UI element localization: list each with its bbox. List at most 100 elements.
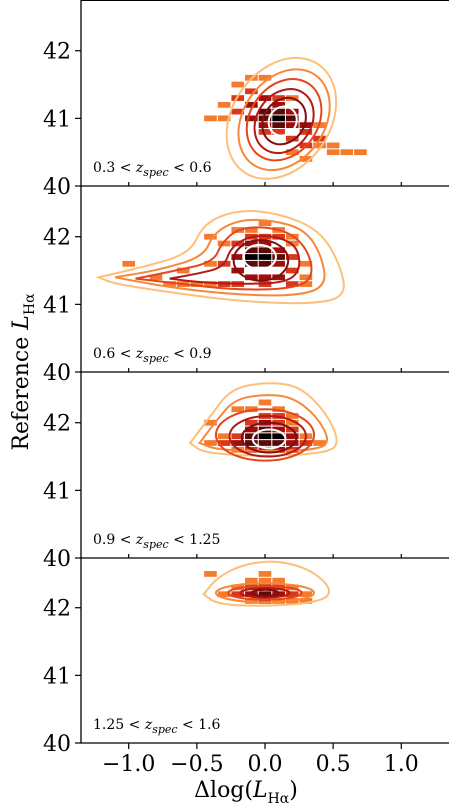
- heatmap-cell: [258, 260, 272, 267]
- heatmap-cell: [258, 446, 272, 453]
- panel-label: 1.25 < zspec < 1.6: [93, 717, 221, 736]
- heatmap-cell: [313, 440, 326, 446]
- heatmap-cell: [272, 254, 285, 260]
- heatmap-cell: [217, 115, 231, 122]
- y-axis-title: Reference LHα: [9, 293, 38, 451]
- contour-line: [169, 234, 301, 285]
- contour-line: [114, 218, 326, 297]
- heatmap-cell: [245, 254, 258, 260]
- heatmap-cell: [285, 135, 299, 142]
- heatmap-cell: [217, 440, 231, 446]
- heatmap-cell: [245, 577, 258, 584]
- heatmap-cell: [204, 419, 217, 426]
- contour-line: [237, 68, 331, 172]
- heatmap-cell: [245, 419, 258, 426]
- heatmap-cell: [285, 149, 299, 156]
- panel-data: [204, 56, 367, 180]
- heatmap-cell: [272, 115, 285, 122]
- heatmap-cell: [231, 440, 245, 446]
- heatmap-cell: [354, 149, 367, 156]
- heatmap-cell: [245, 227, 258, 233]
- heatmap-cell: [245, 101, 258, 108]
- y-tick-label: 40: [43, 732, 71, 757]
- heatmap-cell: [245, 240, 258, 247]
- x-tick-label: 1.0: [384, 752, 419, 777]
- panel-3: 40 41 42 0.9 < zspec < 1.25: [43, 372, 449, 572]
- heatmap-cell: [326, 149, 340, 156]
- heatmap-cell: [272, 108, 285, 115]
- heatmap-cell: [299, 281, 313, 287]
- contour-line: [232, 239, 290, 282]
- heatmap-cell: [231, 108, 245, 115]
- heatmap-cell: [204, 571, 217, 577]
- contour-line: [250, 588, 280, 597]
- heatmap-cell: [245, 247, 258, 254]
- heatmap-cell: [285, 267, 299, 274]
- heatmap-cell: [299, 260, 313, 267]
- heatmap-cell: [285, 591, 299, 598]
- contour-line: [251, 428, 287, 450]
- y-tick-label: 41: [43, 107, 71, 132]
- heatmap-cell: [231, 591, 245, 598]
- panel-2: 40 41 42 0.6 < zspec < 0.9: [43, 186, 449, 386]
- heatmap-cell: [258, 598, 272, 604]
- heatmap-cell: [122, 260, 136, 267]
- heatmap-cell: [272, 274, 285, 281]
- x-tick-label: 0.5: [316, 752, 351, 777]
- panel-data: [202, 560, 331, 607]
- x-tick-label: −0.5: [170, 752, 223, 777]
- contour-line: [214, 582, 316, 604]
- heatmap-cell: [272, 260, 285, 267]
- panel-label: 0.9 < zspec < 1.25: [93, 532, 220, 551]
- heatmap-cell: [258, 247, 272, 254]
- contour-line: [242, 243, 277, 271]
- heatmap-cell: [149, 274, 163, 281]
- y-tick-label: 41: [43, 479, 71, 504]
- heatmap-cell: [299, 598, 313, 604]
- heatmap-cell: [217, 433, 231, 440]
- heatmap-cell: [231, 433, 245, 440]
- heatmap-cell: [245, 433, 258, 440]
- y-tick-label: 41: [43, 664, 71, 689]
- heatmap-cell: [217, 591, 231, 598]
- heatmap-cell: [204, 440, 217, 446]
- contour-line: [95, 210, 345, 305]
- heatmap-cell: [313, 142, 326, 149]
- heatmap-cell: [231, 406, 245, 413]
- contour-line: [253, 88, 315, 155]
- y-tick-label: 40: [43, 547, 71, 572]
- heatmap-cell: [299, 122, 313, 129]
- heatmap-cell: [272, 233, 285, 240]
- heatmap-cell: [176, 267, 190, 274]
- heatmap-cell: [258, 95, 272, 101]
- contour-line: [135, 226, 313, 291]
- contour-line: [240, 421, 298, 454]
- heatmap-cell: [231, 254, 245, 260]
- heatmap-cell: [245, 598, 258, 604]
- heatmap-cell: [285, 115, 299, 122]
- panel-4: 40 41 42 −1.0 −0.5 0.0 0.5 1.0 1.25 < zspec < 1.…: [43, 557, 449, 777]
- heatmap-cell: [258, 220, 272, 227]
- heatmap-cell: [299, 156, 313, 162]
- x-axis-title: Δlog(LHα): [194, 778, 298, 807]
- panels-group: 40 41 42 0.3 < zspec < 0.6 40 41 42 0.6 < zspec…: [43, 0, 449, 777]
- heatmap-cell: [299, 440, 313, 446]
- heatmap-cell: [217, 240, 231, 247]
- heatmap-cell: [272, 426, 285, 433]
- contour-line: [245, 78, 323, 162]
- heatmap-cell: [258, 254, 272, 260]
- heatmap-cell: [258, 433, 272, 440]
- heatmap-cell: [258, 274, 272, 281]
- contour-line: [228, 414, 307, 458]
- heatmap-cell: [245, 274, 258, 281]
- heatmap-cell: [204, 260, 217, 267]
- heatmap-cell: [258, 122, 272, 129]
- heatmap-cell: [285, 419, 299, 426]
- heatmap-cell: [258, 115, 272, 122]
- heatmap-cell: [272, 247, 285, 254]
- heatmap-cell: [258, 440, 272, 446]
- y-tick-label: 40: [43, 361, 71, 386]
- heatmap-cell: [258, 129, 272, 135]
- heatmap-cell: [272, 101, 285, 108]
- heatmap-cell: [272, 598, 285, 604]
